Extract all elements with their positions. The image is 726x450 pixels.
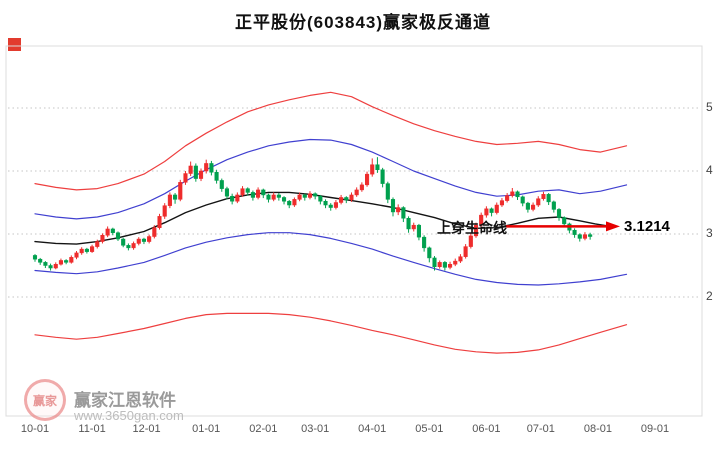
brand-logo-icon: 赢家 [24, 379, 66, 421]
x-axis-label: 07-01 [526, 423, 555, 435]
watermark-brand: 赢家江恩软件 [74, 391, 176, 410]
lifeline-price-label: 3.1214 [624, 218, 670, 235]
watermark-url: www.3650gan.com [74, 408, 184, 423]
y-axis-label: 3 [706, 226, 713, 240]
chart-title: 正平股份(603843)赢家极反通道 [234, 13, 492, 32]
x-axis-label: 10-01 [20, 423, 50, 435]
y-axis-label: 4 [706, 163, 713, 177]
x-axis-label: 06-01 [472, 423, 501, 435]
x-axis-label: 02-01 [249, 423, 278, 435]
x-axis-label: 09-01 [640, 423, 670, 435]
y-axis-label: 2 [706, 289, 713, 303]
x-axis-label: 08-01 [583, 423, 612, 435]
x-axis-label: 05-01 [415, 423, 444, 435]
red-marker-icon [8, 38, 21, 51]
x-axis: 10-01 11-01 12-01 01-01 02-01 03-01 04-01 05-01… [0, 423, 726, 439]
x-axis-label: 12-01 [132, 423, 161, 435]
y-axis-label: 5 [706, 100, 713, 114]
x-axis-label: 04-01 [358, 423, 387, 435]
x-axis-label: 03-01 [301, 423, 330, 435]
x-axis-label: 01-01 [192, 423, 221, 435]
cross-lifeline-annotation: 上穿生命线 [437, 220, 507, 236]
x-axis-label: 11-01 [78, 423, 106, 435]
